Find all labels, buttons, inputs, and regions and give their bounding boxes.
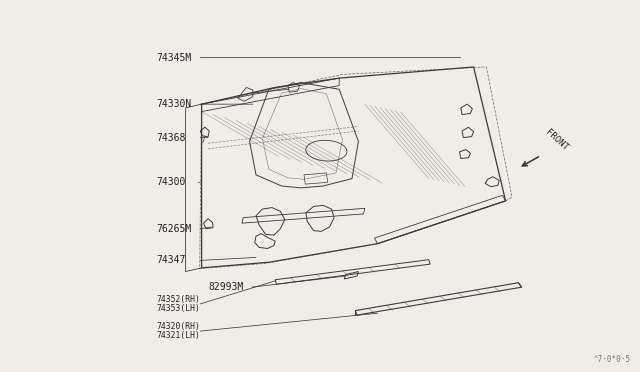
Text: 74300: 74300 [157,177,186,187]
Text: 74352(RH)
74353(LH): 74352(RH) 74353(LH) [157,295,201,313]
Text: ^7·0*0·5: ^7·0*0·5 [593,355,630,364]
Text: 74347: 74347 [157,256,186,265]
Text: 76265M: 76265M [157,224,192,234]
Text: 74320(RH)
74321(LH): 74320(RH) 74321(LH) [157,322,201,340]
Text: 74368: 74368 [157,133,186,142]
Text: 74330N: 74330N [157,99,192,109]
Text: FRONT: FRONT [544,128,570,153]
Text: 82993M: 82993M [208,282,243,292]
Text: 74345M: 74345M [157,53,192,62]
